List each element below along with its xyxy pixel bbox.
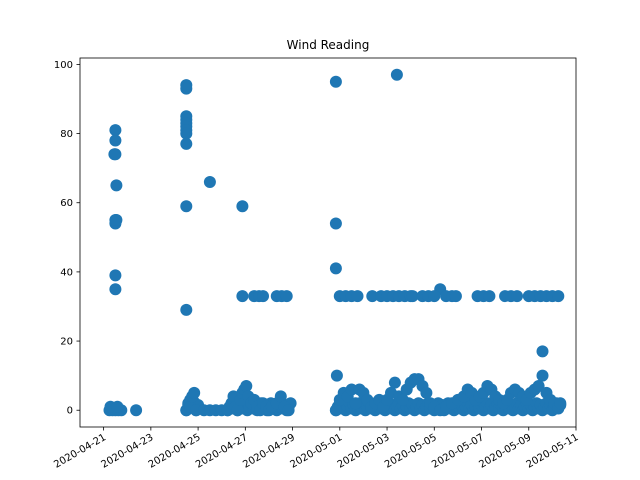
x-tick-label: 2020-05-09 bbox=[477, 432, 533, 471]
data-point bbox=[390, 68, 403, 81]
data-point bbox=[552, 290, 565, 303]
x-tick-label: 2020-05-01 bbox=[288, 432, 344, 471]
x-tick-label: 2020-04-25 bbox=[147, 432, 203, 471]
plot-frame bbox=[79, 57, 577, 428]
data-point bbox=[428, 290, 441, 303]
data-point bbox=[396, 393, 409, 406]
data-point bbox=[532, 380, 545, 392]
data-point bbox=[109, 283, 122, 296]
data-point bbox=[282, 404, 295, 417]
data-point bbox=[388, 376, 401, 389]
data-point bbox=[329, 404, 342, 417]
x-tick-label: 2020-04-21 bbox=[52, 432, 108, 471]
scatter-points bbox=[103, 68, 567, 417]
data-point bbox=[110, 214, 123, 226]
data-point bbox=[180, 127, 193, 140]
x-tick-label: 2020-05-03 bbox=[336, 432, 392, 471]
y-axis-ticks: 0 20 40 60 80 100 bbox=[54, 60, 80, 417]
data-point bbox=[111, 400, 124, 413]
data-point bbox=[180, 137, 193, 150]
data-point bbox=[349, 397, 362, 410]
y-tick-label: 40 bbox=[60, 267, 73, 278]
data-point bbox=[108, 148, 121, 161]
data-point bbox=[329, 75, 342, 88]
data-point bbox=[203, 176, 216, 188]
data-point bbox=[554, 397, 567, 410]
x-tick-label: 2020-04-23 bbox=[100, 432, 156, 471]
data-point bbox=[109, 269, 122, 282]
data-point bbox=[180, 82, 193, 95]
data-point bbox=[240, 380, 253, 392]
axes bbox=[79, 57, 577, 428]
y-tick-label: 0 bbox=[67, 406, 73, 417]
data-point bbox=[366, 290, 379, 303]
data-point bbox=[536, 369, 549, 382]
x-tick-label: 2020-05-07 bbox=[430, 432, 486, 471]
chart-title: Wind Reading bbox=[287, 38, 370, 52]
data-point bbox=[449, 290, 462, 303]
y-tick-label: 20 bbox=[60, 337, 73, 348]
data-point bbox=[257, 290, 269, 303]
x-tick-label: 2020-05-05 bbox=[383, 432, 439, 471]
data-point bbox=[236, 200, 249, 213]
data-point bbox=[329, 262, 342, 275]
x-tick-label: 2020-05-11 bbox=[525, 432, 581, 471]
data-point bbox=[511, 290, 523, 303]
y-tick-label: 80 bbox=[60, 129, 73, 140]
data-point bbox=[188, 386, 201, 399]
x-axis-ticks: 2020-04-212020-04-232020-04-252020-04-27… bbox=[52, 427, 581, 471]
data-point bbox=[180, 200, 193, 213]
data-point bbox=[330, 369, 343, 382]
data-point bbox=[231, 404, 244, 417]
data-point bbox=[420, 386, 433, 399]
y-tick-label: 100 bbox=[54, 60, 73, 71]
data-point bbox=[236, 290, 249, 303]
data-point bbox=[329, 217, 342, 230]
x-tick-label: 2020-04-29 bbox=[241, 432, 297, 471]
data-point bbox=[109, 124, 122, 137]
data-point bbox=[351, 290, 364, 303]
y-tick-label: 60 bbox=[60, 198, 73, 209]
data-point bbox=[110, 179, 123, 192]
data-point bbox=[536, 345, 549, 358]
data-point bbox=[483, 290, 496, 303]
data-point bbox=[280, 290, 293, 303]
data-point bbox=[130, 404, 143, 417]
data-point bbox=[274, 390, 287, 403]
data-point bbox=[109, 134, 122, 147]
x-tick-label: 2020-04-27 bbox=[194, 432, 250, 471]
data-point bbox=[406, 290, 419, 303]
data-point bbox=[180, 303, 193, 316]
